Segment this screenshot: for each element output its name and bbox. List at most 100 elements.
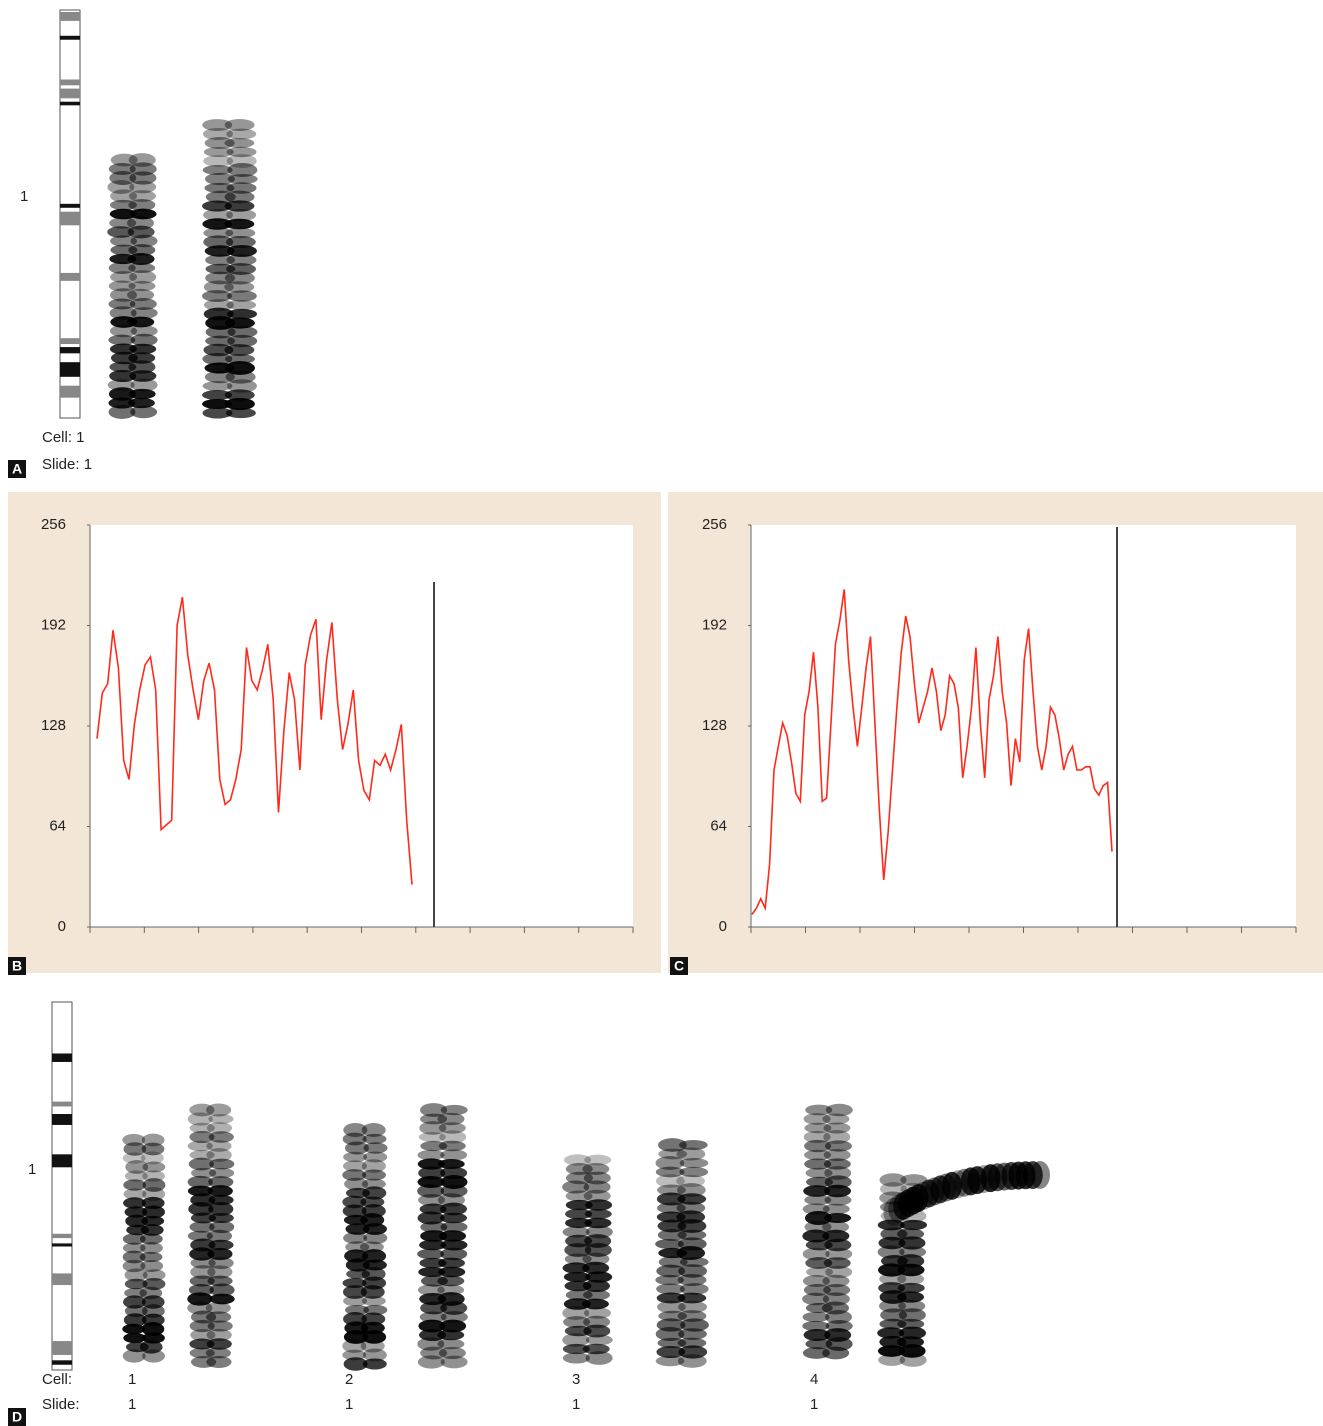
chromatid-band (418, 1319, 446, 1333)
chromatid-band (419, 1311, 447, 1323)
chromatid-band (437, 1338, 465, 1350)
chromatid-band (823, 1130, 851, 1144)
chromatid-band (438, 1140, 466, 1152)
chromatid-band (677, 1337, 707, 1349)
chromatid-band (142, 1178, 166, 1192)
chromatid-band (437, 1329, 465, 1341)
chromatid-band (440, 1184, 468, 1198)
chromatid-band (805, 1104, 833, 1116)
chromatid-band (893, 1191, 914, 1220)
chromatid-band (204, 245, 235, 257)
chromatid-band (129, 180, 157, 194)
y-tick-label: 192 (41, 616, 66, 633)
chromatid-band (417, 1355, 445, 1369)
chromatid-band (677, 1229, 707, 1241)
ideogram-band (52, 1341, 72, 1355)
chromosome (883, 1161, 1050, 1226)
panel-badge (670, 957, 688, 975)
chromatid-band (205, 254, 236, 266)
chromatid-band (824, 1194, 852, 1206)
chromatid-band (897, 1228, 925, 1240)
chromatid-band (825, 1310, 853, 1324)
chromatid-band (207, 1275, 233, 1287)
chromatid-band (130, 378, 158, 392)
chromatid-band (804, 1149, 832, 1161)
chromatid-band (678, 1300, 707, 1314)
chromatid-band (679, 1166, 709, 1178)
chromatid-band (202, 200, 233, 212)
chromatid-band (656, 1292, 686, 1304)
chromatid-band (128, 199, 156, 211)
chromatid-band (110, 271, 138, 283)
chromatid-band (203, 343, 234, 357)
chromatid-band (656, 1264, 686, 1278)
chromatid-band (440, 1239, 468, 1251)
chromatid-band (655, 1327, 685, 1341)
chromatid-band (677, 1219, 707, 1233)
chromatid-band (122, 1152, 146, 1164)
chromatid-band (226, 290, 257, 302)
chromatid-band (125, 1214, 149, 1228)
chromatid-band (888, 1194, 909, 1223)
chromatid-band (206, 1122, 233, 1134)
chromatid-band (224, 281, 255, 293)
chromatid-band (206, 1103, 232, 1117)
chromatid-band (122, 1259, 146, 1273)
ideogram-band (60, 35, 80, 40)
chromatid-band (141, 1322, 165, 1336)
chromatid-band (657, 1184, 686, 1196)
chromatid-band (584, 1243, 612, 1257)
chromatid-band (187, 1230, 213, 1242)
panel-label: B (12, 958, 22, 974)
ideogram-band (52, 1233, 72, 1239)
chromatid-band (190, 1212, 217, 1224)
chromatid-band (419, 1239, 447, 1251)
chromatid-band (656, 1300, 686, 1314)
chromatid-band (206, 1140, 232, 1152)
chromatid-band (562, 1352, 590, 1364)
chromatid-band (361, 1169, 386, 1181)
ideogram-band (52, 1243, 72, 1247)
chromatid-band (899, 1353, 927, 1367)
chromatid-band (582, 1343, 610, 1355)
chromatid-band (122, 1323, 146, 1335)
chromatid-band (562, 1306, 590, 1320)
chromatid-band (139, 1251, 163, 1263)
chromatid-band (877, 1327, 905, 1339)
y-tick-label: 0 (58, 918, 66, 935)
chromatid-band (585, 1199, 613, 1211)
chromatid-band (128, 190, 156, 202)
chromatid-band (206, 1338, 232, 1350)
chromatid-band (565, 1208, 593, 1220)
chromatid-band (584, 1154, 612, 1166)
chromatid-band (203, 146, 234, 158)
chromatid-band (208, 1113, 234, 1125)
chromatid-band (676, 1183, 706, 1197)
chromatid-band (585, 1271, 613, 1283)
chromatid-band (802, 1320, 830, 1332)
chromatid-band (142, 1269, 166, 1281)
chromatid-band (206, 1328, 232, 1342)
chromatid-band (141, 1133, 165, 1147)
chromatid-band (656, 1192, 686, 1206)
chromatid-band (439, 1319, 467, 1333)
chromatid-band (804, 1139, 832, 1153)
chromatid-band (803, 1283, 831, 1297)
chromatid-band (803, 1329, 831, 1341)
chromosome (802, 1103, 853, 1360)
chromatid-band (363, 1304, 388, 1316)
chromatid-band (440, 1301, 468, 1315)
chromatid-band (209, 1158, 235, 1170)
chromatid-band (109, 369, 137, 383)
chromatid-band (225, 235, 256, 249)
chromatid-band (420, 1230, 448, 1242)
chromatid-band (124, 1206, 148, 1218)
chromatid-band (189, 1122, 215, 1134)
chromatid-band (189, 1275, 215, 1287)
chromatid-band (362, 1223, 387, 1235)
chromatid-band (204, 370, 235, 384)
ideogram-band (52, 1360, 72, 1365)
chromatid-band (803, 1113, 831, 1125)
chromatid-band (363, 1231, 388, 1245)
chromatid-band (202, 164, 233, 176)
